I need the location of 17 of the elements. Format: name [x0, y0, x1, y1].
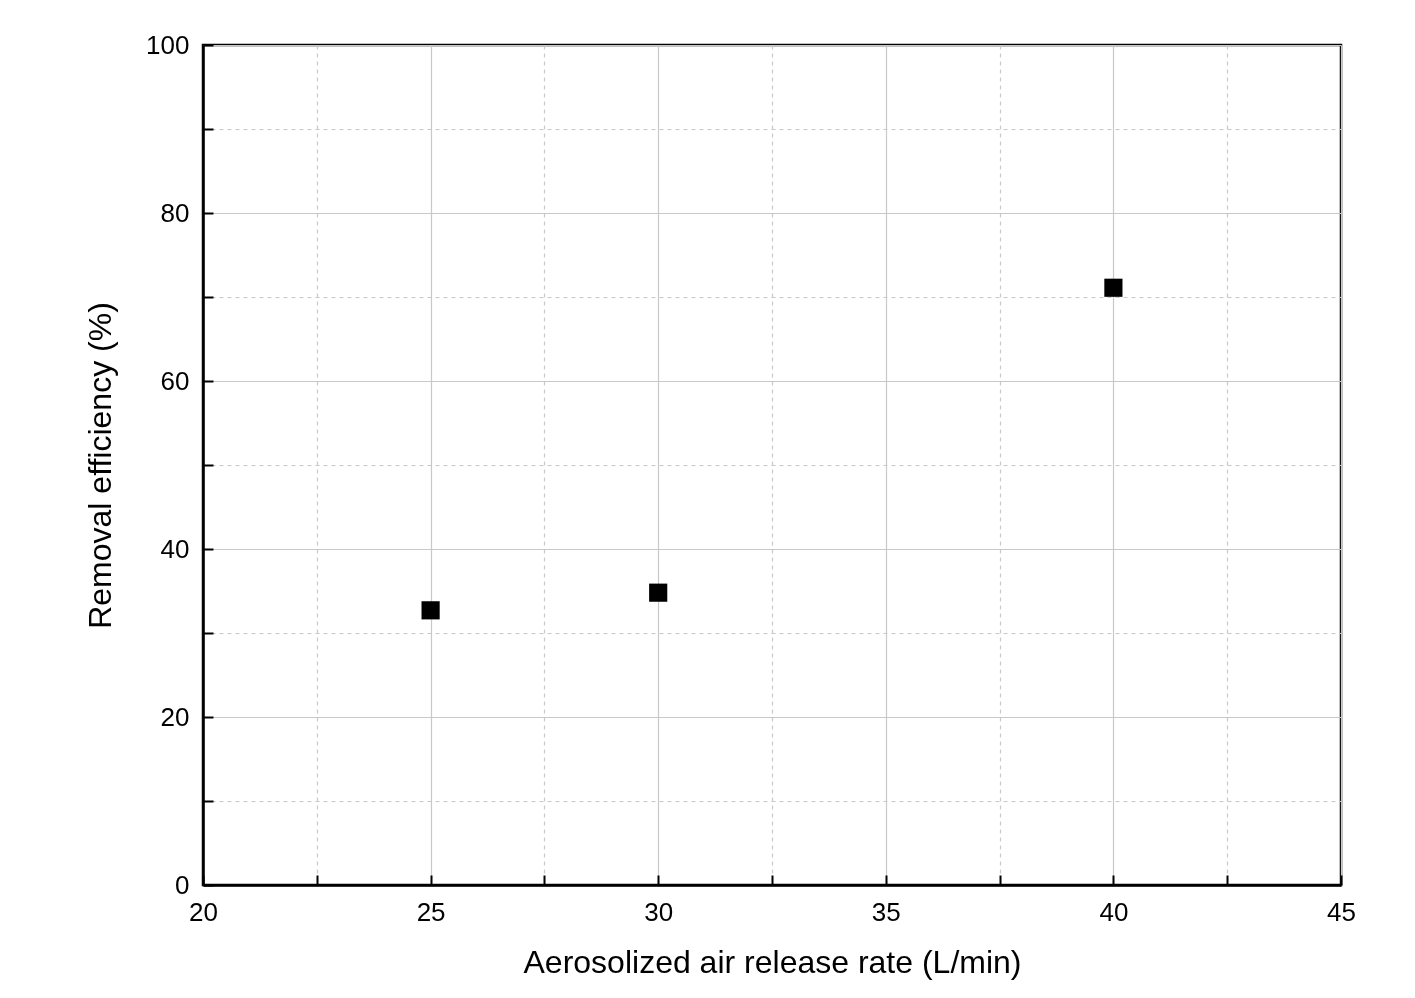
y-tick-label: 80 — [160, 197, 190, 228]
x-tick-label: 40 — [1099, 896, 1129, 927]
y-axis-title: Removal efficiency (%) — [82, 302, 119, 629]
x-tick-label: 25 — [416, 896, 446, 927]
y-tick-label: 100 — [146, 29, 190, 60]
x-tick-label: 30 — [644, 896, 674, 927]
y-tick-label: 40 — [160, 533, 190, 564]
point — [1104, 278, 1123, 297]
y-tick-label: 60 — [160, 365, 190, 396]
y-tick-label: 0 — [175, 869, 190, 900]
y-tick-label: 20 — [160, 701, 190, 732]
point — [421, 601, 440, 620]
x-axis-title: Aerosolized air release rate (L/min) — [523, 943, 1022, 980]
x-tick-label: 35 — [871, 896, 901, 927]
x-tick-label: 45 — [1327, 896, 1356, 927]
point — [649, 583, 668, 602]
x-tick-label: 20 — [189, 896, 218, 927]
